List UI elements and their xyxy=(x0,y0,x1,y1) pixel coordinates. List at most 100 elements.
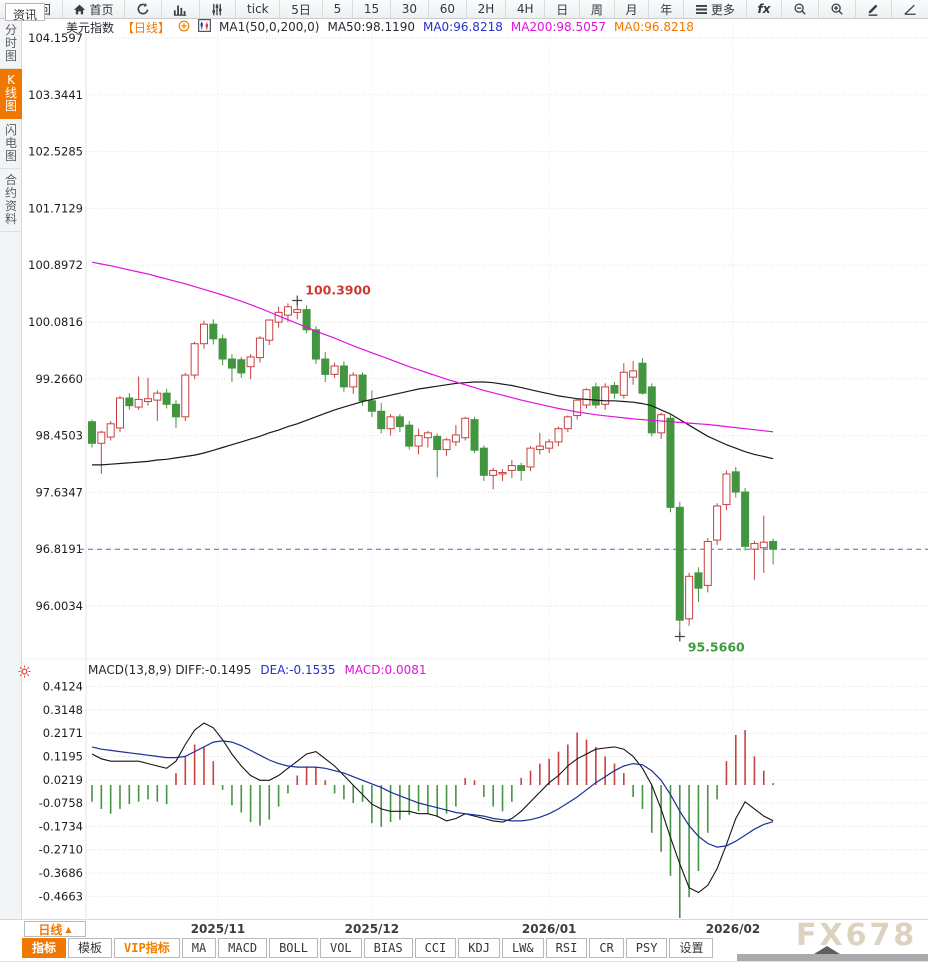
svg-text:100.3900: 100.3900 xyxy=(305,283,371,298)
chart-legend-item: 【日线】 xyxy=(122,20,171,35)
toolbar-button-label: 首页 xyxy=(89,2,114,17)
refresh-icon xyxy=(136,2,150,16)
xaxis-label: 2026/01 xyxy=(521,922,577,936)
tab-CR[interactable]: CR xyxy=(589,938,624,958)
svg-text:102.5285: 102.5285 xyxy=(28,145,83,159)
tab-指标[interactable]: 指标 xyxy=(22,938,67,958)
plus-circle-icon[interactable] xyxy=(178,20,190,35)
toolbar-button-label: 4H xyxy=(516,2,534,16)
chart-legend-item: MA200:98.5057 xyxy=(510,20,606,34)
svg-text:104.1597: 104.1597 xyxy=(28,31,83,45)
sidebar-item-label: 合约资料 xyxy=(5,173,18,226)
toolbar-button-60[interactable]: 60 xyxy=(429,0,467,18)
toolbar-button-月[interactable]: 月 xyxy=(615,0,650,18)
toolbar-button-label: 60 xyxy=(439,2,455,16)
toolbar-button-5[interactable]: 5 xyxy=(323,0,354,18)
toolbar-button-angle-icon[interactable] xyxy=(892,0,928,18)
toolbar-button-label: 月 xyxy=(625,2,638,17)
sidebar-item-label: 分时图 xyxy=(5,23,18,63)
toolbar-button-周[interactable]: 周 xyxy=(580,0,615,18)
chart-legend-item: 美元指数 xyxy=(66,20,115,35)
zoom-out-icon xyxy=(793,2,807,16)
bottom-scrollbar[interactable] xyxy=(737,946,928,961)
macd-legend-item: DEA:-0.1535 xyxy=(260,663,336,677)
tab-VIP指标[interactable]: VIP指标 xyxy=(114,938,180,958)
home-icon xyxy=(73,3,86,16)
tab-PSY[interactable]: PSY xyxy=(625,938,668,958)
toolbar-button-更多[interactable]: 更多 xyxy=(684,0,747,18)
sidebar-item-label: K线图 xyxy=(5,73,18,113)
chart-canvas[interactable]: 104.1597 103.3441 102.5285 101.7129 100.8972… xyxy=(22,0,928,919)
sidebar-item-label: 闪电图 xyxy=(5,123,18,163)
toolbar-button-label: 周 xyxy=(590,2,603,17)
tab-CCI[interactable]: CCI xyxy=(414,938,457,958)
svg-text:96.8191: 96.8191 xyxy=(35,542,83,556)
toolbar-button-2H[interactable]: 2H xyxy=(467,0,507,18)
toolbar-button-fx-icon[interactable]: fx xyxy=(747,0,783,18)
svg-text:103.3441: 103.3441 xyxy=(28,88,83,102)
macd-settings-sun-icon[interactable] xyxy=(18,663,31,682)
tab-MA[interactable]: MA xyxy=(181,938,217,958)
tab-MACD[interactable]: MACD xyxy=(218,938,268,958)
sidebar-item-分时图[interactable]: 分时图 xyxy=(0,19,22,69)
tab-模板[interactable]: 模板 xyxy=(68,938,113,958)
tab-VOL[interactable]: VOL xyxy=(319,938,362,958)
tab-LW&[interactable]: LW& xyxy=(501,938,544,958)
toolbar-button-4H[interactable]: 4H xyxy=(506,0,546,18)
toolbar-button-日[interactable]: 日 xyxy=(545,0,581,18)
toolbar-button-sliders-icon[interactable] xyxy=(200,0,237,18)
angle-icon xyxy=(903,3,917,16)
chart-legend-item: MA50:98.1190 xyxy=(327,20,415,34)
sidebar-item-K线图[interactable]: K线图 xyxy=(0,69,22,119)
svg-text:0.0219: 0.0219 xyxy=(43,773,83,787)
watermark: FX678 xyxy=(796,918,918,953)
svg-text:-0.1734: -0.1734 xyxy=(39,819,83,833)
expand-triangle-icon[interactable] xyxy=(814,946,840,954)
svg-text:101.7129: 101.7129 xyxy=(28,201,83,215)
svg-text:97.6347: 97.6347 xyxy=(35,485,83,499)
toolbar-button-年[interactable]: 年 xyxy=(649,0,685,18)
toolbar-button-5日[interactable]: 5日 xyxy=(280,0,323,18)
xaxis-label: 2026/02 xyxy=(705,922,761,936)
toolbar-button-首页[interactable]: 首页 xyxy=(63,0,126,18)
chart-legend-item: MA1(50,0,200,0) xyxy=(219,20,320,34)
sidebar-item-闪电图[interactable]: 闪电图 xyxy=(0,119,22,169)
toolbar-button-refresh-icon[interactable] xyxy=(125,0,162,18)
svg-text:-0.4663: -0.4663 xyxy=(39,889,83,903)
tab-BOLL[interactable]: BOLL xyxy=(269,938,318,958)
toolbar-button-zoom-in-icon[interactable] xyxy=(819,0,856,18)
toolbar-button-label: 5 xyxy=(333,2,342,16)
svg-text:99.2660: 99.2660 xyxy=(35,372,83,386)
toolbar-button-tick[interactable]: tick xyxy=(236,0,281,18)
tab-KDJ[interactable]: KDJ xyxy=(458,938,500,958)
toolbar-button-bar-chart-icon[interactable] xyxy=(162,0,200,18)
kline-mini-icon[interactable] xyxy=(198,19,211,35)
tab-BIAS[interactable]: BIAS xyxy=(363,938,413,958)
toolbar-button-15[interactable]: 15 xyxy=(353,0,391,18)
macd-legend-item: MACD:0.0081 xyxy=(344,663,427,677)
toolbar-button-label: 日 xyxy=(556,2,569,17)
tab-设置[interactable]: 设置 xyxy=(669,938,714,958)
macd-header: MACD(13,8,9) DIFF:-0.1495 DEA:-0.1535 MACD… xyxy=(88,663,427,677)
svg-text:95.5660: 95.5660 xyxy=(688,639,745,654)
toolbar-button-label: 30 xyxy=(401,2,418,16)
menu-icon xyxy=(695,4,708,15)
tab-news[interactable]: 资讯 xyxy=(5,3,45,22)
svg-text:0.2171: 0.2171 xyxy=(43,726,83,740)
toolbar-button-label: 年 xyxy=(660,2,673,17)
indicator-tabbar: 指标 模板 VIP指标 MA MACD BOLL VOL BIAS CCI KDJ LW& RSI CR… xyxy=(0,937,928,959)
chart-header: 美元指数 【日线】 MA1(50,0,200,0) MA50:98.1190 MA0:9… xyxy=(66,19,694,35)
tab-RSI[interactable]: RSI xyxy=(545,938,588,958)
toolbar-button-label: 5日 xyxy=(291,2,311,17)
period-selector[interactable]: 日线 ▲ xyxy=(24,921,86,937)
sidebar-item-合约资料[interactable]: 合约资料 xyxy=(0,169,22,232)
bottom-partial-row xyxy=(0,961,928,974)
sliders-icon xyxy=(210,3,224,16)
toolbar-button-label: 2H xyxy=(477,2,495,16)
toolbar-button-zoom-out-icon[interactable] xyxy=(782,0,819,18)
chart-legend-item: MA0:96.8218 xyxy=(422,20,503,34)
svg-text:0.3148: 0.3148 xyxy=(43,703,83,717)
xaxis-row: 日线 ▲ 2025/11 2025/12 2026/01 2026/02 xyxy=(0,919,928,937)
toolbar-button-30[interactable]: 30 xyxy=(391,0,429,18)
toolbar-button-pen-icon[interactable] xyxy=(856,0,893,18)
